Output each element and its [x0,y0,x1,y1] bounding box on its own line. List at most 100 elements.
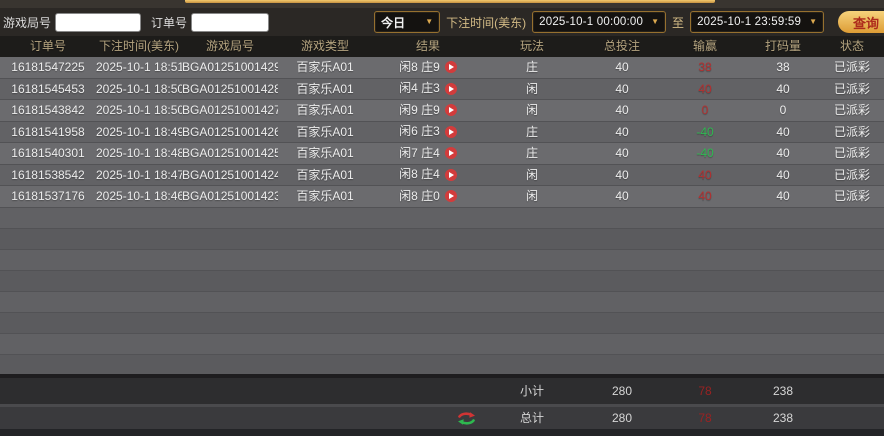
column-header: 状态 [839,39,864,53]
status-cell: 已派彩 [833,60,870,74]
period-select[interactable]: 今日 ▼ [374,11,441,33]
total-bet-cell: 40 [615,167,629,182]
total-win-lose: 78 [698,411,712,425]
column-header: 结果 [415,39,440,53]
total-row: 总计 280 78 238 [0,407,884,429]
bottom-bar [0,429,884,436]
swap-arrows-icon [458,412,475,425]
win-lose-cell: -40 [696,124,714,139]
order-no-label: 订单号 [151,15,188,30]
table-row: 16181543842 2025-10-1 18:50 BGA012510014… [0,100,884,122]
total-label: 总计 [519,411,544,425]
start-time-select[interactable]: 2025-10-1 00:00:00 ▼ [532,11,667,33]
empty-rows-area [0,207,884,374]
table-body: 16181547225 2025-10-1 18:51 BGA012510014… [0,57,884,208]
chevron-down-icon: ▼ [651,17,660,26]
game-round-label: 游戏局号 [3,15,52,30]
turnover-cell: 40 [776,146,790,160]
order-no-cell: 16181540301 [11,146,85,160]
to-label: 至 [672,15,685,30]
game-type-cell: 百家乐A01 [296,124,354,139]
round-no-cell: BGA01251001426 [182,124,278,139]
result-text: 闲9 庄9 [399,102,440,117]
filter-bar: 游戏局号 订单号 今日 ▼ 下注时间(美东) 2025-10-1 00:00:0… [0,8,884,36]
status-cell: 已派彩 [833,81,870,96]
top-strip [0,0,884,8]
replay-play-icon[interactable] [444,82,457,95]
replay-play-icon[interactable] [444,104,457,117]
total-separator [0,404,884,407]
total-bet-cell: 40 [615,146,629,160]
game-round-input[interactable] [55,12,142,32]
bet-time-cell: 2025-10-1 18:50 [96,103,182,117]
order-no-input[interactable] [191,12,270,32]
total-turnover: 238 [772,411,794,425]
turnover-cell: 38 [776,60,790,74]
table-header: 订单号 下注时间(美东) 游戏局号 游戏类型 结果 玩法 总投注 输赢 打码量 … [0,36,884,57]
round-no-cell: BGA01251001428 [182,81,278,96]
total-bet-cell: 40 [615,60,629,74]
turnover-cell: 40 [776,167,790,182]
win-lose-cell: -40 [696,146,714,160]
table-row: 16181537176 2025-10-1 18:46 BGA012510014… [0,186,884,208]
column-header: 游戏类型 [300,39,349,53]
play-type-cell: 庄 [525,124,538,139]
end-time-select[interactable]: 2025-10-1 23:59:59 ▼ [690,11,824,33]
win-lose-cell: 40 [698,167,712,182]
play-type-cell: 闲 [525,189,538,203]
win-lose-cell: 38 [698,60,712,74]
status-cell: 已派彩 [833,167,870,182]
order-no-cell: 16181545453 [11,81,85,96]
total-bet-cell: 40 [615,81,629,96]
round-no-cell: BGA01251001429 [182,60,278,74]
result-text: 闲4 庄3 [399,81,440,95]
result-cell: 闲8 庄9 [372,57,484,78]
win-lose-cell: 40 [698,81,712,96]
active-tab-indicator [185,0,715,3]
turnover-cell: 0 [779,103,787,117]
bet-time-cell: 2025-10-1 18:48 [96,146,182,160]
win-lose-cell: 40 [698,189,712,203]
end-time-value: 2025-10-1 23:59:59 [697,16,802,28]
query-button[interactable]: 查询 [837,11,884,33]
status-cell: 已派彩 [833,146,870,160]
result-cell: 闲8 庄0 [372,186,484,207]
game-type-cell: 百家乐A01 [296,167,354,182]
bet-time-label: 下注时间(美东) [446,15,527,30]
win-lose-cell: 0 [701,103,709,117]
chevron-down-icon: ▼ [809,17,817,26]
replay-play-icon[interactable] [444,125,457,138]
result-cell: 闲9 庄9 [372,100,484,121]
game-type-cell: 百家乐A01 [296,81,354,96]
table-row: 16181547225 2025-10-1 18:51 BGA012510014… [0,57,884,79]
result-cell: 闲8 庄4 [372,165,484,186]
column-header: 订单号 [29,39,66,53]
column-header: 下注时间(美东) [99,39,179,53]
order-no-cell: 16181537176 [11,189,85,203]
bet-time-cell: 2025-10-1 18:49 [96,124,182,139]
game-type-cell: 百家乐A01 [296,146,354,160]
total-bet-cell: 40 [615,124,629,139]
replay-play-icon[interactable] [444,147,457,160]
result-text: 闲6 庄3 [399,124,440,138]
order-no-cell: 16181547225 [11,60,85,74]
status-cell: 已派彩 [833,103,870,117]
play-type-cell: 闲 [525,103,538,117]
game-type-cell: 百家乐A01 [296,60,354,74]
turnover-cell: 40 [776,81,790,96]
replay-play-icon[interactable] [444,190,457,203]
replay-play-icon[interactable] [444,168,457,181]
column-header: 总投注 [603,39,640,53]
table-row: 16181541958 2025-10-1 18:49 BGA012510014… [0,121,884,143]
round-no-cell: BGA01251001423 [182,189,278,203]
round-no-cell: BGA01251001427 [182,103,278,117]
play-type-cell: 庄 [525,60,538,74]
replay-play-icon[interactable] [444,61,457,74]
total-total-bet: 280 [611,411,633,425]
start-time-value: 2025-10-1 00:00:00 [539,16,644,28]
play-type-cell: 庄 [525,146,538,160]
play-type-cell: 闲 [525,167,538,182]
result-cell: 闲7 庄4 [372,143,484,164]
chevron-down-icon: ▼ [425,17,434,26]
